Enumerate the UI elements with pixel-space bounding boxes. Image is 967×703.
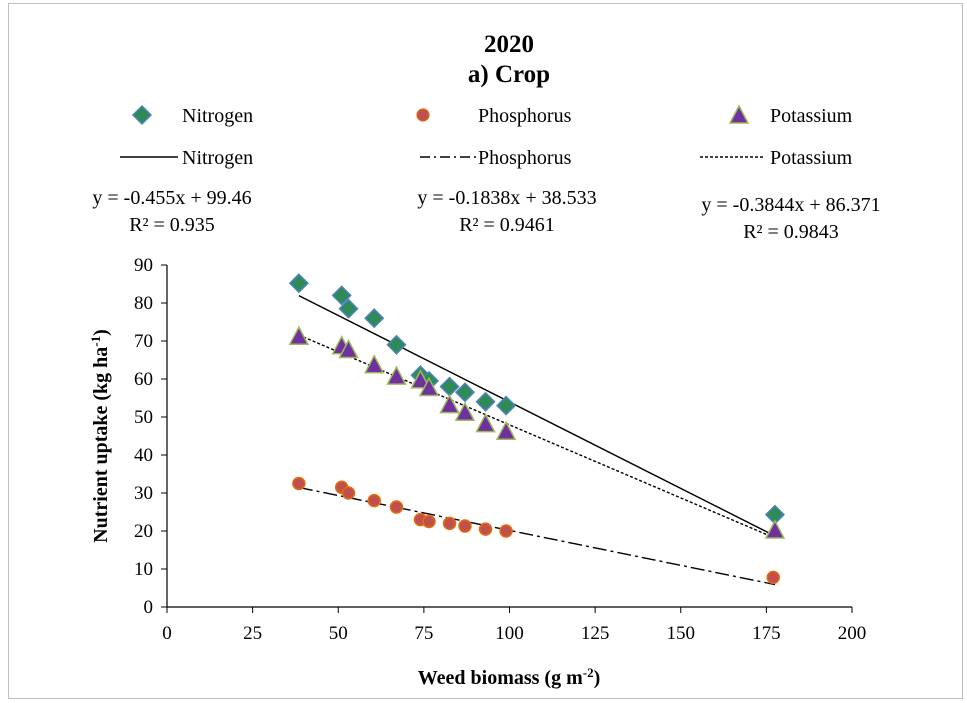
legend-label-phosphorus-line: Phosphorus [478,147,572,169]
diamond-marker-icon [131,104,153,126]
potassium-data-point [764,519,786,539]
chart-frame [8,3,963,699]
phosphorus-data-point [292,476,306,491]
legend-label-phosphorus-marker: Phosphorus [478,105,572,127]
potassium-data-point [439,393,460,414]
x-tick-label: 150 [667,623,696,644]
nitrogen-data-point [496,395,517,416]
y-tick-label: 90 [134,255,153,276]
x-tick-label: 125 [581,623,610,644]
x-tick-label: 200 [838,623,867,644]
x-axis-title-main: Weed biomass (g m [418,667,583,689]
potassium-data-point [454,401,476,421]
phosphorus-data-point [422,514,436,529]
nitrogen-data-point [386,334,407,355]
trendline-equations: y = -0.455x + 99.46 R² = 0.935 y = -0.18… [92,187,880,243]
x-tick-label: 25 [243,623,262,644]
legend-item-phosphorus-line: Phosphorus [420,147,572,169]
x-tick-label: 0 [162,623,172,644]
nitrogen-data-point [288,273,309,294]
phosphorus-data-point [766,570,780,585]
r2-phosphorus: R² = 0.9461 [459,214,555,236]
y-tick-label: 50 [134,407,153,428]
r2-nitrogen: R² = 0.935 [129,214,215,236]
y-tick-label: 10 [134,559,153,580]
legend-label-nitrogen-marker: Nitrogen [182,105,253,127]
y-tick-label: 0 [144,597,154,618]
y-axis-title-suffix: ) [90,329,112,336]
legend-item-potassium-line: Potassium [700,147,853,169]
potassium-data-point [475,412,496,433]
x-tick-label: 100 [495,623,524,644]
x-axis-title-sup: -2 [583,665,594,680]
nitrogen-data-point [338,298,359,319]
legend-label-potassium-marker: Potassium [770,105,853,127]
phosphorus-data-point [367,493,381,508]
data-points-layer [288,273,786,585]
potassium-data-point [386,365,407,385]
phosphorus-data-point [458,519,472,533]
chart-subtitle: a) Crop [468,61,550,88]
potassium-data-point [495,420,517,440]
legend-item-phosphorus-marker: Phosphorus [416,105,572,127]
equation-phosphorus: y = -0.1838x + 38.533 [417,187,596,209]
equation-potassium: y = -0.3844x + 86.371 [701,194,880,216]
nitrogen-data-point [331,285,352,306]
legend-label-nitrogen-line: Nitrogen [182,147,253,169]
y-tick-label: 70 [134,331,153,352]
y-axis-title: Nutrient uptake (kg ha-1) [88,329,113,543]
nitrogen-data-point [475,391,496,412]
r2-potassium: R² = 0.9843 [743,221,839,243]
nitrogen-data-point [364,308,385,329]
y-axis-title-sup: -1 [88,336,103,347]
y-axis-title-main: Nutrient uptake (kg ha [90,347,112,543]
phosphorus-data-point [389,500,404,514]
plot-axes: 0 10 20 30 40 50 60 70 80 90 0 25 50 75 100 125 150 175 20… [134,255,866,644]
potassium-data-point [410,369,431,389]
potassium-data-point [418,376,440,397]
y-tick-label: 30 [134,483,153,504]
potassium-data-point [338,338,359,359]
legend-item-potassium-marker: Potassium [728,104,853,127]
legend-item-nitrogen-marker: Nitrogen [131,104,253,127]
x-axis-title-suffix: ) [594,667,601,689]
circle-marker-icon [416,108,430,122]
legend-label-potassium-line: Potassium [770,147,853,169]
x-tick-label: 175 [752,623,781,644]
equation-nitrogen: y = -0.455x + 99.46 [92,187,251,209]
trendline-layer [298,294,776,586]
y-tick-label: 40 [134,445,153,466]
x-tick-label: 75 [414,623,433,644]
x-tick-label: 50 [329,623,348,644]
nitrogen-data-point [454,382,476,403]
phosphorus-data-point [442,516,457,531]
chart-title: 2020 [484,31,534,58]
triangle-marker-icon [728,104,750,124]
legend-trendlines: Nitrogen Phosphorus Potassium [120,147,853,169]
potassium-data-point [363,354,385,374]
legend-markers: Nitrogen Phosphorus Potassium [131,104,853,127]
legend-item-nitrogen-line: Nitrogen [120,147,253,169]
x-axis-title: Weed biomass (g m-2) [418,665,601,690]
y-tick-label: 20 [134,521,153,542]
phosphorus-data-point [341,486,356,500]
phosphorus-data-point [478,522,493,536]
trendline-nitrogen [298,294,776,537]
phosphorus-data-point [499,524,513,538]
y-tick-label: 60 [134,369,153,390]
y-tick-label: 80 [134,293,153,314]
potassium-data-point [288,325,310,345]
